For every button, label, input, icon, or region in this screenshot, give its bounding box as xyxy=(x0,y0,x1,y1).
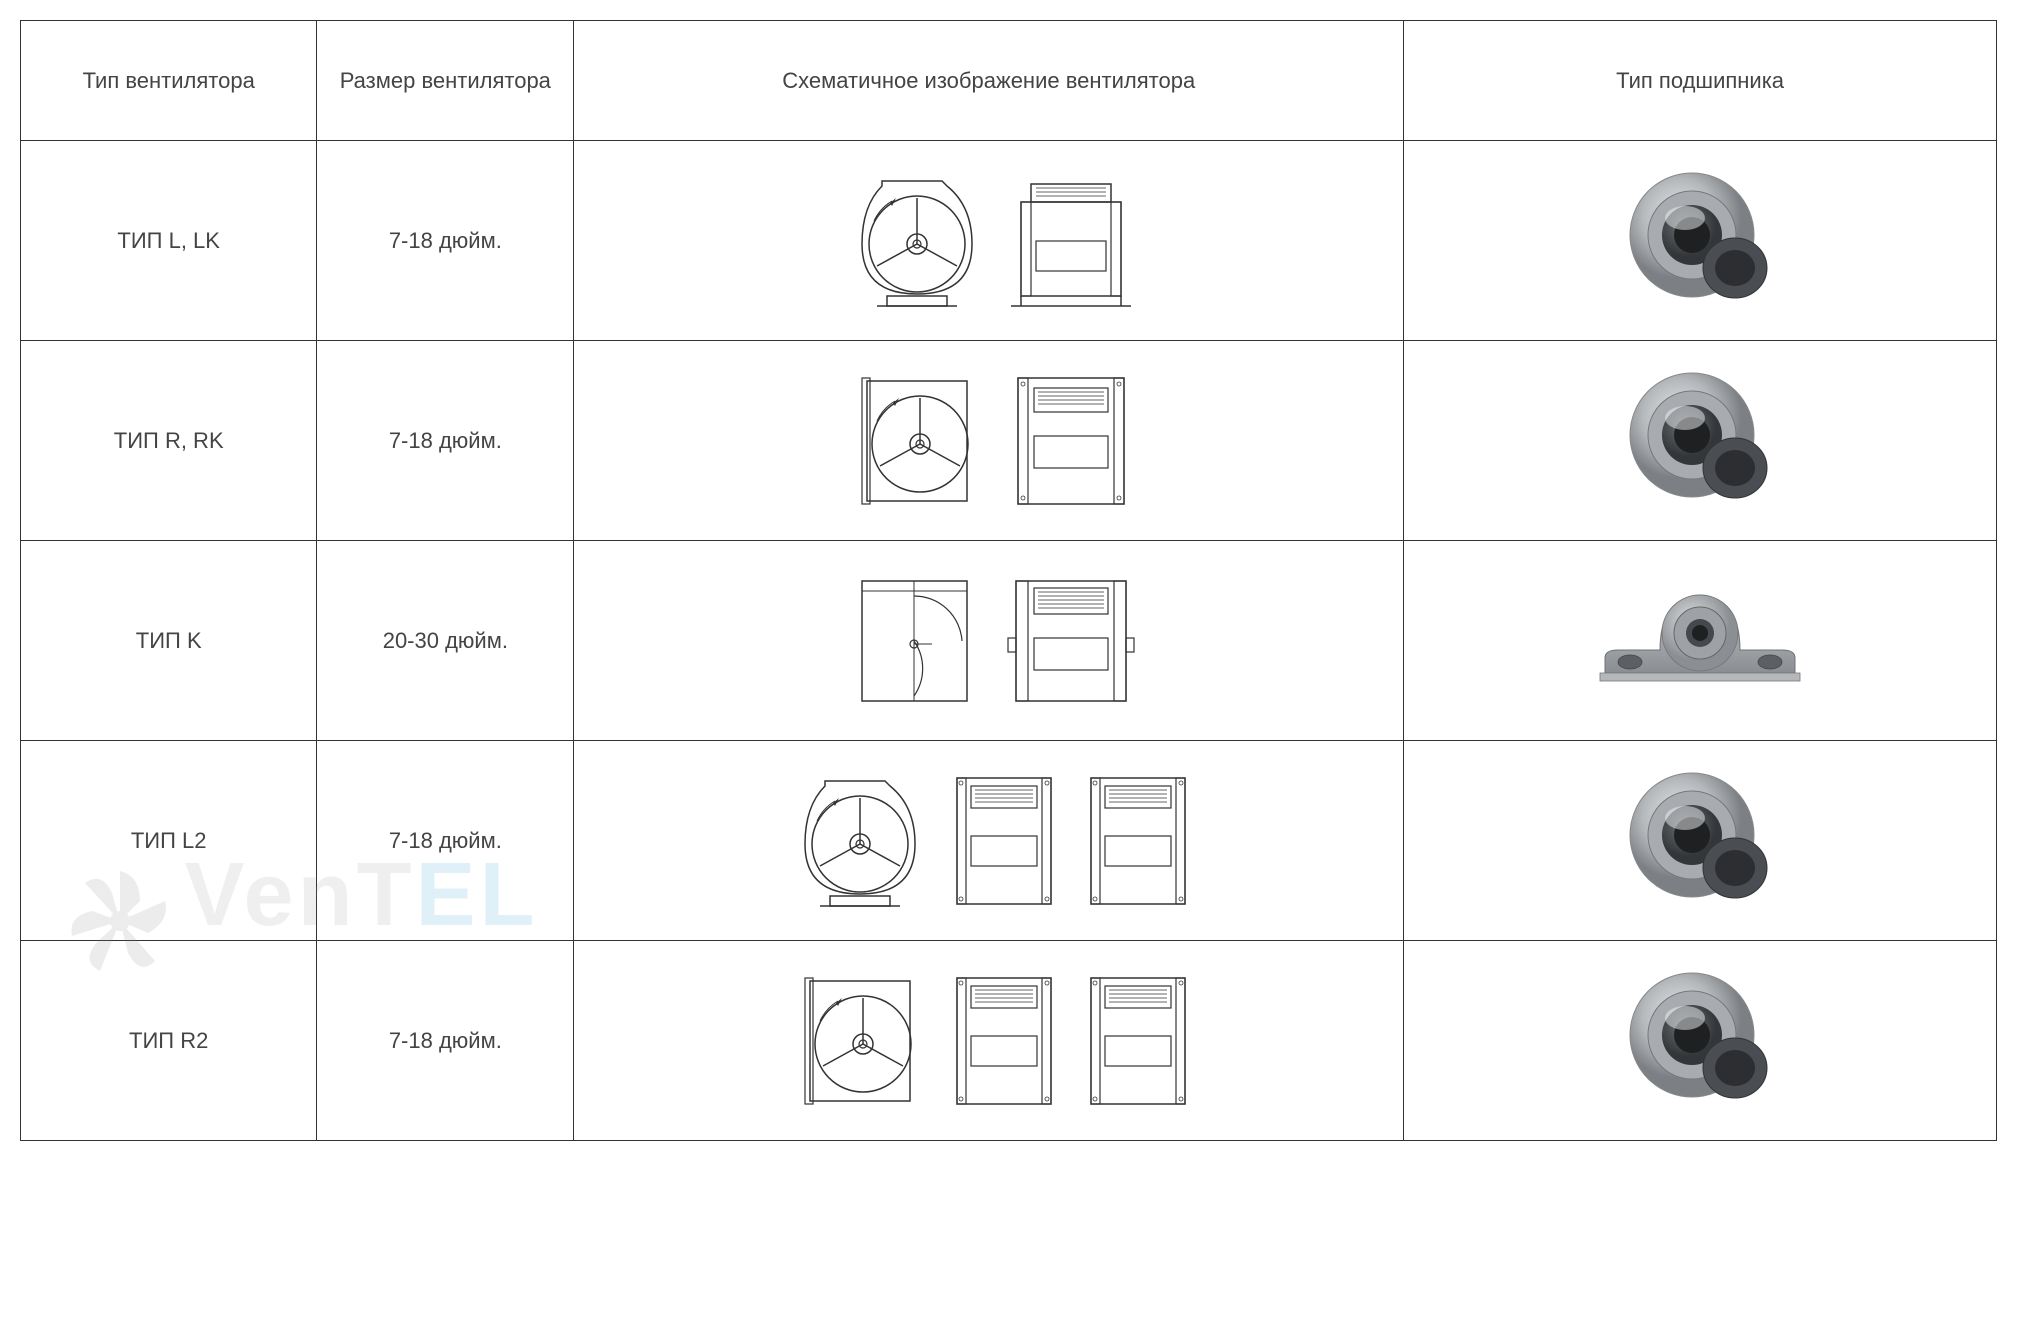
cell-bearing xyxy=(1404,141,1997,341)
fan-front-icon xyxy=(1083,966,1193,1116)
fan-front-icon xyxy=(1006,166,1136,316)
cell-type: ТИП L, LK xyxy=(21,141,317,341)
cell-type: ТИП R2 xyxy=(21,941,317,1141)
bearing-pillow-block-icon xyxy=(1590,578,1810,698)
cell-bearing xyxy=(1404,941,1997,1141)
bearing-insert-icon xyxy=(1620,763,1780,913)
table-row: ТИП L2 7-18 дюйм. xyxy=(21,741,1997,941)
cell-size: 20-30 дюйм. xyxy=(317,541,574,741)
cell-bearing xyxy=(1404,341,1997,541)
cell-type: ТИП K xyxy=(21,541,317,741)
fan-k-side-icon xyxy=(842,566,982,716)
table-row: ТИП R, RK 7-18 дюйм. xyxy=(21,341,1997,541)
cell-diagram xyxy=(574,941,1404,1141)
cell-diagram xyxy=(574,341,1404,541)
bearing-insert-icon xyxy=(1620,363,1780,513)
table-row: ТИП L, LK 7-18 дюйм. xyxy=(21,141,1997,341)
fan-scroll-side-icon xyxy=(842,166,982,316)
cell-bearing xyxy=(1404,541,1997,741)
bearing-insert-icon xyxy=(1620,963,1780,1113)
table-row: ТИП R2 7-18 дюйм. xyxy=(21,941,1997,1141)
cell-diagram xyxy=(574,741,1404,941)
table-row: ТИП K 20-30 дюйм. xyxy=(21,541,1997,741)
header-diagram: Схематичное изображение вентилятора xyxy=(574,21,1404,141)
fan-front-icon xyxy=(1006,366,1136,516)
cell-diagram xyxy=(574,541,1404,741)
fan-box-side-icon xyxy=(785,966,925,1116)
cell-size: 7-18 дюйм. xyxy=(317,741,574,941)
cell-bearing xyxy=(1404,741,1997,941)
cell-size: 7-18 дюйм. xyxy=(317,141,574,341)
fan-scroll-side-icon xyxy=(785,766,925,916)
fan-box-side-icon xyxy=(842,366,982,516)
header-bearing: Тип подшипника xyxy=(1404,21,1997,141)
fan-k-front-icon xyxy=(1006,566,1136,716)
fan-front-icon xyxy=(949,966,1059,1116)
table-header-row: Тип вентилятора Размер вентилятора Схема… xyxy=(21,21,1997,141)
fan-front-icon xyxy=(1083,766,1193,916)
cell-size: 7-18 дюйм. xyxy=(317,941,574,1141)
header-size: Размер вентилятора xyxy=(317,21,574,141)
header-type: Тип вентилятора xyxy=(21,21,317,141)
cell-type: ТИП R, RK xyxy=(21,341,317,541)
fan-types-table: Тип вентилятора Размер вентилятора Схема… xyxy=(20,20,1997,1141)
cell-size: 7-18 дюйм. xyxy=(317,341,574,541)
bearing-insert-icon xyxy=(1620,163,1780,313)
cell-type: ТИП L2 xyxy=(21,741,317,941)
cell-diagram xyxy=(574,141,1404,341)
fan-front-icon xyxy=(949,766,1059,916)
